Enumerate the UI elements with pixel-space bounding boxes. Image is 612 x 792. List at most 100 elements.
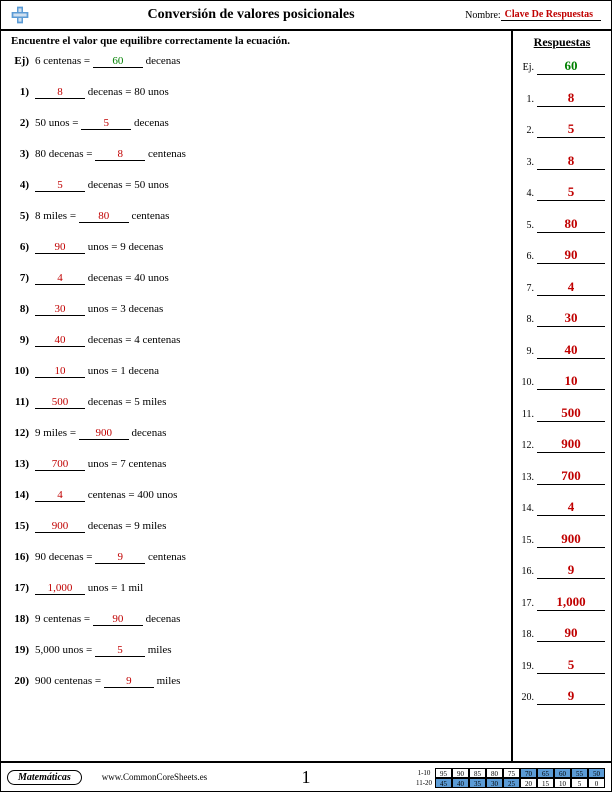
problem-row: 2)50 unos = 5 decenas: [11, 117, 501, 130]
answer-blank[interactable]: 8: [35, 86, 85, 99]
problem-row: 15)900 decenas = 9 miles: [11, 520, 501, 533]
score-grid: 1-109590858075706560555011-2045403530252…: [413, 768, 605, 788]
score-cell: 65: [537, 768, 554, 778]
answer-blank[interactable]: 90: [35, 241, 85, 254]
score-cell: 85: [469, 768, 486, 778]
answer-row: 4.5: [519, 184, 605, 201]
answers-sidebar: Respuestas Ej.601.82.53.84.55.806.907.48…: [511, 31, 611, 763]
problem-row: 7)4 decenas = 40 unos: [11, 272, 501, 285]
answer-label: Ej.: [519, 62, 537, 73]
problem-after: miles: [145, 644, 172, 656]
problem-before: 900 centenas =: [35, 675, 104, 687]
problem-row: 9)40 decenas = 4 centenas: [11, 334, 501, 347]
problem-after: decenas = 40 unos: [85, 272, 169, 284]
answer-row: 17.1,000: [519, 594, 605, 611]
answer-row: 8.30: [519, 310, 605, 327]
answer-blank[interactable]: 5: [81, 117, 131, 130]
problem-number: 8): [11, 303, 35, 315]
answer-blank[interactable]: 900: [79, 427, 129, 440]
problem-before: 8 miles =: [35, 210, 79, 222]
answer-blank[interactable]: 90: [93, 613, 143, 626]
answer-blank[interactable]: 40: [35, 334, 85, 347]
score-cell: 50: [588, 768, 605, 778]
answer-blank[interactable]: 10: [35, 365, 85, 378]
problem-after: centenas = 400 unos: [85, 489, 177, 501]
problem-after: unos = 3 decenas: [85, 303, 163, 315]
problem-body: 4 decenas = 40 unos: [35, 272, 169, 285]
problem-before: 90 decenas =: [35, 551, 95, 563]
problem-row: 6)90 unos = 9 decenas: [11, 241, 501, 254]
problem-body: 4 centenas = 400 unos: [35, 489, 177, 502]
answer-row: 1.8: [519, 90, 605, 107]
problem-before: 5,000 unos =: [35, 644, 95, 656]
content-area: Encuentre el valor que equilibre correct…: [1, 31, 611, 763]
answer-value: 90: [537, 625, 605, 642]
score-cell: 25: [503, 778, 520, 788]
problem-body: 8 miles = 80 centenas: [35, 210, 169, 223]
problem-body: 5,000 unos = 5 miles: [35, 644, 172, 657]
answer-blank[interactable]: 5: [95, 644, 145, 657]
answer-blank[interactable]: 900: [35, 520, 85, 533]
answer-blank[interactable]: 5: [35, 179, 85, 192]
answer-blank[interactable]: 30: [35, 303, 85, 316]
problem-body: 10 unos = 1 decena: [35, 365, 159, 378]
answer-label: 6.: [519, 251, 537, 262]
answer-label: 17.: [519, 598, 537, 609]
problem-number: 15): [11, 520, 35, 532]
problem-row: 14)4 centenas = 400 unos: [11, 489, 501, 502]
problem-row: 1)8 decenas = 80 unos: [11, 86, 501, 99]
problem-body: 90 decenas = 9 centenas: [35, 551, 186, 564]
score-cell: 80: [486, 768, 503, 778]
answer-blank[interactable]: 9: [104, 675, 154, 688]
problem-number: 4): [11, 179, 35, 191]
problem-body: 900 centenas = 9 miles: [35, 675, 180, 688]
answer-row: Ej.60: [519, 58, 605, 75]
problem-after: centenas: [129, 210, 170, 222]
problem-after: decenas = 80 unos: [85, 86, 169, 98]
score-cell: 95: [435, 768, 452, 778]
problem-after: unos = 1 decena: [85, 365, 159, 377]
problem-after: decenas: [129, 427, 167, 439]
answer-blank[interactable]: 1,000: [35, 582, 85, 595]
answer-label: 3.: [519, 157, 537, 168]
answer-label: 1.: [519, 94, 537, 105]
problem-body: 6 centenas = 60 decenas: [35, 55, 180, 68]
answers-title: Respuestas: [519, 35, 605, 50]
score-cell: 60: [554, 768, 571, 778]
problem-number: 2): [11, 117, 35, 129]
score-cell: 0: [588, 778, 605, 788]
answer-row: 3.8: [519, 153, 605, 170]
answer-blank[interactable]: 60: [93, 55, 143, 68]
answer-blank[interactable]: 8: [95, 148, 145, 161]
answer-blank[interactable]: 500: [35, 396, 85, 409]
problem-number: 17): [11, 582, 35, 594]
score-cell: 70: [520, 768, 537, 778]
problem-number: 20): [11, 675, 35, 687]
answer-blank[interactable]: 4: [35, 272, 85, 285]
answer-blank[interactable]: 4: [35, 489, 85, 502]
problem-number: 19): [11, 644, 35, 656]
problem-row: 16)90 decenas = 9 centenas: [11, 551, 501, 564]
answer-value: 900: [537, 436, 605, 453]
answer-label: 12.: [519, 440, 537, 451]
answer-blank[interactable]: 9: [95, 551, 145, 564]
problem-number: 14): [11, 489, 35, 501]
answer-label: 4.: [519, 188, 537, 199]
problem-number: 11): [11, 396, 35, 408]
problem-after: decenas: [143, 613, 181, 625]
answer-row: 14.4: [519, 499, 605, 516]
footer-page-number: 1: [302, 767, 311, 788]
problem-row: Ej)6 centenas = 60 decenas: [11, 55, 501, 68]
answer-row: 19.5: [519, 657, 605, 674]
problem-before: 6 centenas =: [35, 55, 93, 67]
answer-row: 10.10: [519, 373, 605, 390]
answer-blank[interactable]: 700: [35, 458, 85, 471]
score-cell: 90: [452, 768, 469, 778]
problem-before: 9 centenas =: [35, 613, 93, 625]
answer-value: 700: [537, 468, 605, 485]
problem-number: 7): [11, 272, 35, 284]
problem-body: 900 decenas = 9 miles: [35, 520, 166, 533]
answer-blank[interactable]: 80: [79, 210, 129, 223]
problem-number: 3): [11, 148, 35, 160]
score-cell: 20: [520, 778, 537, 788]
